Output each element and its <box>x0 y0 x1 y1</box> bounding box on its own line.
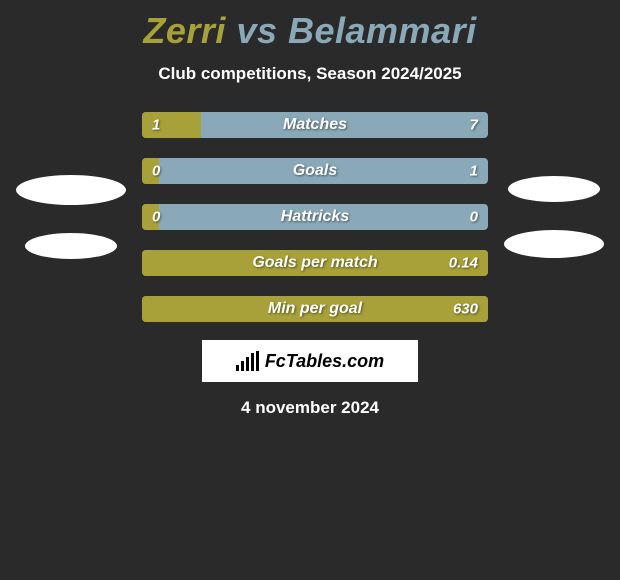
stat-label: Goals per match <box>252 254 377 272</box>
logo-box[interactable]: FcTables.com <box>202 340 418 382</box>
stat-bar: Min per goal 630 <box>142 296 488 322</box>
avatar-placeholder <box>508 176 600 202</box>
logo-text: FcTables.com <box>265 351 384 372</box>
left-avatar-column <box>16 175 126 259</box>
title-right: Belammari <box>288 10 477 51</box>
date-text: 4 november 2024 <box>0 398 620 418</box>
stat-value-right: 0.14 <box>449 255 478 272</box>
stat-label: Min per goal <box>268 300 362 318</box>
subtitle: Club competitions, Season 2024/2025 <box>0 64 620 84</box>
stat-value-left: 0 <box>152 209 160 226</box>
main-row: 1 Matches 7 0 Goals 1 0 Hattricks 0 Goals per mat… <box>0 112 620 322</box>
avatar-placeholder <box>504 230 604 258</box>
title-vs: vs <box>226 10 288 51</box>
stat-bar: 0 Goals 1 <box>142 158 488 184</box>
stat-value-right: 7 <box>470 117 478 134</box>
right-avatar-column <box>504 176 604 258</box>
stat-bar: Goals per match 0.14 <box>142 250 488 276</box>
page-title: Zerri vs Belammari <box>0 0 620 52</box>
avatar-placeholder <box>25 233 117 259</box>
stat-value-right: 630 <box>453 301 478 318</box>
stat-bar: 0 Hattricks 0 <box>142 204 488 230</box>
stat-value-left: 0 <box>152 163 160 180</box>
stat-label: Matches <box>283 116 347 134</box>
logo-chart-icon <box>236 351 259 371</box>
stat-bar: 1 Matches 7 <box>142 112 488 138</box>
title-left: Zerri <box>143 10 226 51</box>
stat-value-left: 1 <box>152 117 160 134</box>
stat-value-right: 1 <box>470 163 478 180</box>
stat-value-right: 0 <box>470 209 478 226</box>
stat-label: Goals <box>293 162 337 180</box>
stat-label: Hattricks <box>281 208 349 226</box>
stat-fill-left <box>142 112 201 138</box>
avatar-placeholder <box>16 175 126 205</box>
stat-bars-container: 1 Matches 7 0 Goals 1 0 Hattricks 0 Goals per mat… <box>142 112 488 322</box>
